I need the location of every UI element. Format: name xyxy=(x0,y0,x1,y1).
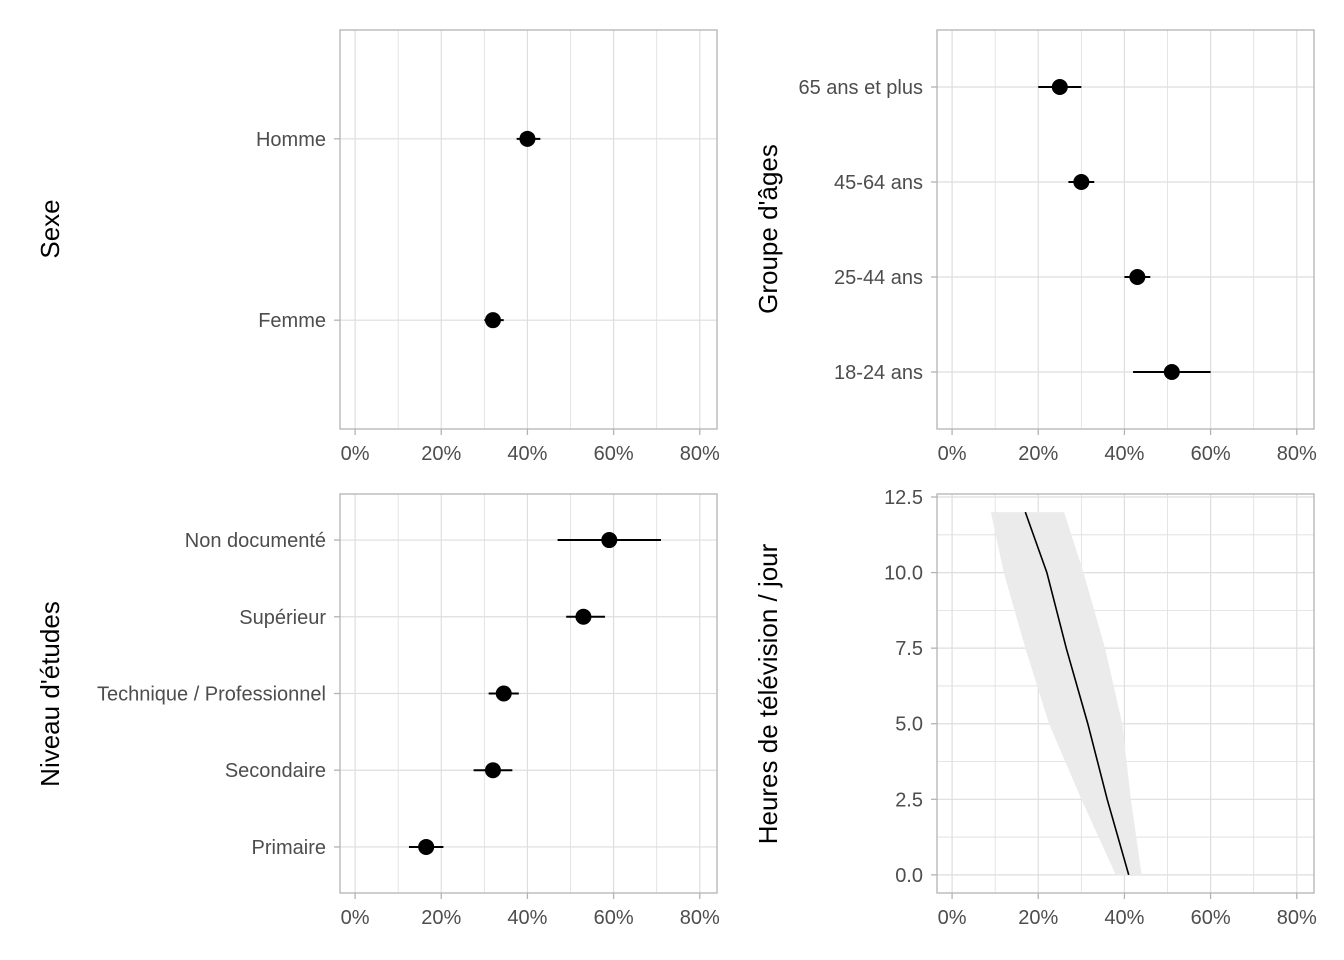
data-point xyxy=(601,532,618,549)
data-point xyxy=(418,838,435,855)
x-tick-label: 80% xyxy=(1277,443,1317,465)
panel-tv: Heures de télévision / jour 0% 20% 40% 60% 8… xyxy=(753,487,1317,929)
x-tick-label: 60% xyxy=(1191,443,1231,465)
y-tick-label: Technique / Professionnel xyxy=(97,684,326,706)
x-tick-label: 20% xyxy=(1018,443,1058,465)
y-tick-label: 25-44 ans xyxy=(834,267,923,289)
x-tick-label: 40% xyxy=(507,443,547,465)
y-tick-label: 65 ans et plus xyxy=(798,77,923,99)
y-tick-label: 45-64 ans xyxy=(834,172,923,194)
y-tick-label: Primaire xyxy=(252,837,326,859)
x-tick-label: 60% xyxy=(1191,907,1231,929)
x-tick-label: 80% xyxy=(1277,907,1317,929)
y-tick-label: Homme xyxy=(256,129,326,151)
trend-line xyxy=(1024,511,1130,876)
y-tick-label: 5.0 xyxy=(895,714,923,736)
y-tick-label: 18-24 ans xyxy=(834,362,923,384)
data-point xyxy=(484,312,501,329)
panel-border xyxy=(936,29,1315,430)
x-tick-label: 40% xyxy=(1104,907,1144,929)
y-tick-label: 12.5 xyxy=(884,487,923,509)
x-tick-label: 80% xyxy=(680,443,720,465)
y-tick-label: 0.0 xyxy=(895,865,923,887)
x-tick-label: 20% xyxy=(1018,907,1058,929)
x-tick-label: 0% xyxy=(341,443,370,465)
data-point xyxy=(1129,269,1146,285)
x-tick-label: 0% xyxy=(938,443,967,465)
data-point xyxy=(575,608,592,625)
data-point xyxy=(1163,364,1180,380)
data-point xyxy=(519,130,536,147)
x-tick-label: 0% xyxy=(341,907,370,929)
data-point xyxy=(495,685,512,702)
x-tick-label: 60% xyxy=(594,907,634,929)
data-point xyxy=(1051,79,1068,95)
y-tick-label: Secondaire xyxy=(225,760,326,782)
panel-age-ylabel: Groupe d'âges xyxy=(753,144,783,314)
x-tick-label: 20% xyxy=(421,907,461,929)
y-tick-label: Supérieur xyxy=(239,607,326,629)
panel-sexe: Sexe 0% 20% 40% 60% 80% Femme Homme xyxy=(35,29,720,465)
y-tick-label: Femme xyxy=(258,310,326,332)
x-tick-label: 80% xyxy=(680,907,720,929)
y-tick-label: 2.5 xyxy=(895,789,923,811)
panel-age: Groupe d'âges 0% 20% 40% 60% 80% 18-24 ans 25-… xyxy=(753,29,1317,465)
panel-etudes: Niveau d'études 0% 20% 40% 60% 80% Primaire Se… xyxy=(35,493,720,929)
panel-tv-ylabel: Heures de télévision / jour xyxy=(753,543,783,844)
y-tick-label: Non documenté xyxy=(185,530,326,552)
panel-sexe-ylabel: Sexe xyxy=(35,199,65,258)
panel-etudes-ylabel: Niveau d'études xyxy=(35,601,65,787)
x-tick-label: 40% xyxy=(507,907,547,929)
x-tick-label: 20% xyxy=(421,443,461,465)
y-tick-label: 10.0 xyxy=(884,563,923,585)
panel-border xyxy=(936,493,1315,894)
data-point xyxy=(1073,174,1090,190)
panel-border xyxy=(339,29,718,430)
x-tick-label: 0% xyxy=(938,907,967,929)
data-point xyxy=(484,762,501,779)
x-tick-label: 60% xyxy=(594,443,634,465)
y-tick-label: 7.5 xyxy=(895,638,923,660)
x-tick-label: 40% xyxy=(1104,443,1144,465)
